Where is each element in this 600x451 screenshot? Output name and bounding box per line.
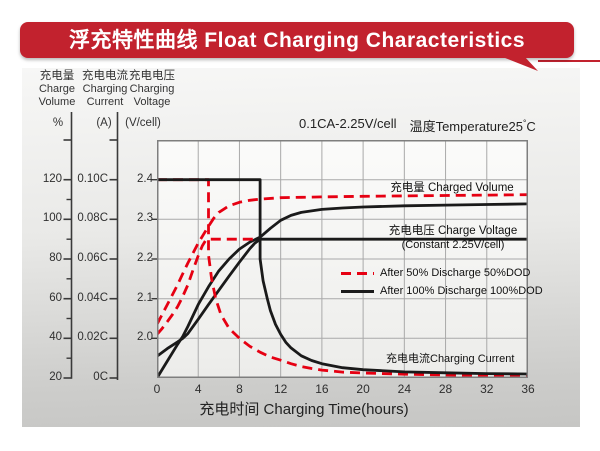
grid-and-curves-svg bbox=[157, 140, 528, 378]
legend-item-100dod: After 100% Discharge 100%DOD bbox=[341, 282, 543, 300]
volume-tick-label: 120 bbox=[42, 172, 62, 185]
volume-tick-label: 20 bbox=[49, 371, 62, 383]
x-tick-label: 0 bbox=[153, 382, 161, 396]
legend-dashed-line-icon bbox=[341, 271, 374, 275]
x-axis-title: 充电时间 Charging Time(hours) bbox=[199, 401, 409, 418]
volume-tick-label: 100 bbox=[42, 212, 62, 225]
temperature-condition: 温度Temperature25°C bbox=[409, 117, 536, 134]
voltage-tick-label: 2.1 bbox=[137, 291, 153, 304]
current-tick-label: 0.06C bbox=[77, 252, 108, 264]
voltage-tick-label: 2.0 bbox=[137, 331, 153, 344]
current-axis-unit: (A) bbox=[96, 117, 112, 129]
x-tick-label: 16 bbox=[315, 382, 329, 396]
legend-item-50dod: After 50% Discharge 50%DOD bbox=[341, 264, 543, 282]
banner-accent-line bbox=[538, 60, 600, 63]
charge-condition: 0.1CA-2.25V/cell bbox=[299, 116, 397, 131]
x-tick-label: 36 bbox=[521, 382, 535, 396]
x-tick-label: 20 bbox=[356, 382, 370, 396]
current-tick-label: 0.04C bbox=[77, 291, 108, 304]
voltage-axis-unit: (V/cell) bbox=[125, 117, 161, 129]
current-tick-label: 0C bbox=[93, 371, 108, 383]
charging-current-label: 充电电流Charging Current bbox=[386, 353, 515, 365]
current-tick-label: 0.10C bbox=[77, 172, 108, 185]
page-title: 浮充特性曲线 Float Charging Characteristics bbox=[68, 29, 526, 52]
volume-tick-label: 60 bbox=[49, 291, 62, 304]
legend: After 50% Discharge 50%DOD After 100% Di… bbox=[341, 264, 543, 300]
legend-solid-line-icon bbox=[341, 289, 374, 293]
axis-header-charging-voltage: 充电电压 Charging Voltage bbox=[129, 70, 175, 108]
current-tick-label: 0.02C bbox=[77, 331, 108, 344]
title-banner: 浮充特性曲线 Float Charging Characteristics bbox=[20, 22, 574, 58]
voltage-tick-label: 2.4 bbox=[137, 172, 153, 185]
x-tick-label: 8 bbox=[236, 382, 243, 396]
charge-voltage-sub-label: (Constant 2.25V/cell) bbox=[401, 239, 505, 251]
volume-tick-label: 80 bbox=[49, 252, 62, 264]
charge-voltage-label: 充电电压 Charge Voltage bbox=[388, 225, 518, 237]
axis-header-charge-volume: 充电量 Charge Volume bbox=[38, 70, 76, 108]
voltage-tick-label: 2.3 bbox=[137, 212, 153, 225]
x-tick-label: 32 bbox=[480, 382, 494, 396]
voltage-tick-label: 2.2 bbox=[137, 252, 153, 264]
banner-tail-icon bbox=[500, 56, 538, 71]
volume-axis-unit: % bbox=[52, 117, 64, 129]
x-tick-label: 12 bbox=[273, 382, 288, 396]
axis-header-charging-current: 充电电流 Charging Current bbox=[82, 70, 128, 108]
plot-area bbox=[157, 140, 528, 378]
x-tick-label: 24 bbox=[397, 382, 411, 396]
charged-volume-label: 充电量 Charged Volume bbox=[390, 182, 514, 194]
x-tick-label: 4 bbox=[194, 382, 202, 396]
test-conditions: 0.1CA-2.25V/cell 温度Temperature25°C bbox=[299, 116, 536, 135]
volume-tick-label: 40 bbox=[49, 331, 62, 344]
x-tick-label: 28 bbox=[438, 382, 453, 396]
current-tick-label: 0.08C bbox=[77, 212, 108, 225]
